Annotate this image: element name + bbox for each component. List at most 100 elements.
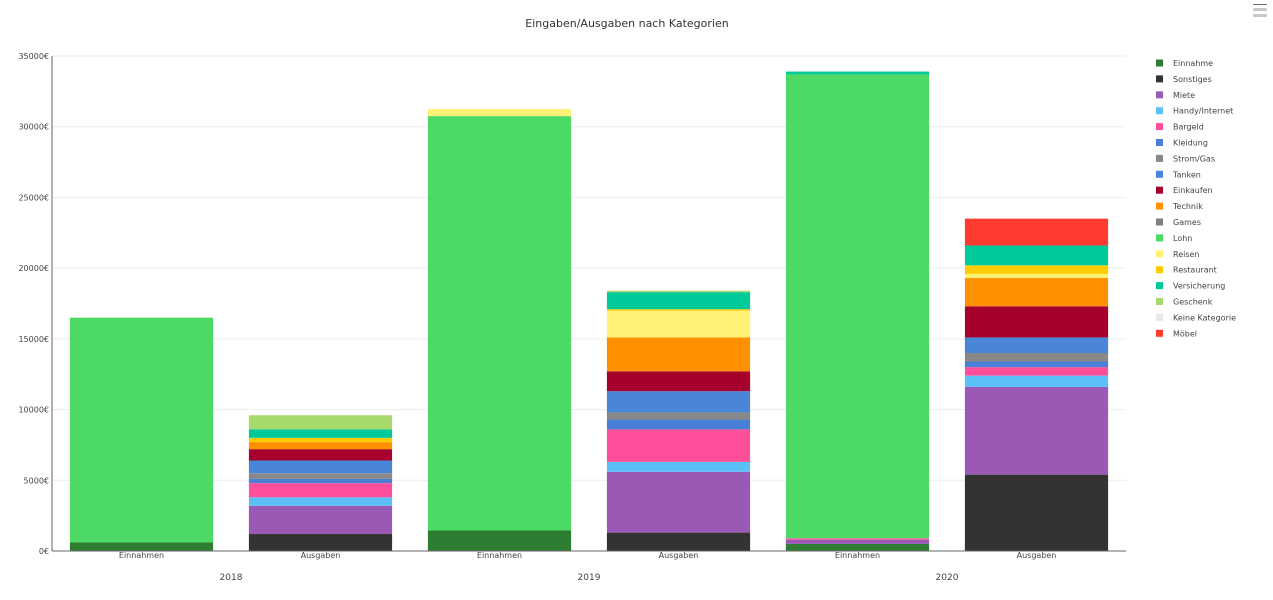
bar-segment[interactable]	[606, 391, 751, 413]
bar-segment[interactable]	[606, 429, 751, 462]
legend-label[interactable]: Handy/Internet	[1173, 107, 1233, 116]
bar-segment[interactable]	[964, 273, 1109, 279]
hamburger-menu-icon[interactable]	[1253, 4, 1267, 20]
bar-segment[interactable]	[606, 309, 751, 311]
bar-segment[interactable]	[69, 542, 214, 551]
legend-swatch[interactable]	[1156, 250, 1163, 258]
legend-swatch[interactable]	[1156, 313, 1163, 321]
bar-segment[interactable]	[248, 442, 393, 450]
legend-swatch[interactable]	[1156, 186, 1163, 194]
bar-segment[interactable]	[785, 71, 930, 75]
y-tick-label: 10000€	[18, 406, 49, 415]
bar-segment[interactable]	[606, 461, 751, 472]
bar-segment[interactable]	[606, 419, 751, 430]
legend-label[interactable]: Technik	[1172, 202, 1203, 211]
x-group-label: 2018	[220, 573, 243, 583]
legend-swatch[interactable]	[1156, 218, 1163, 226]
chart-title: Eingaben/Ausgaben nach Kategorien	[525, 17, 728, 30]
bar-segment[interactable]	[964, 367, 1109, 376]
bar-segment[interactable]	[248, 460, 393, 474]
legend-swatch[interactable]	[1156, 59, 1163, 67]
legend-label[interactable]: Reisen	[1173, 250, 1200, 259]
legend-label[interactable]: Geschenk	[1173, 298, 1213, 307]
axes: 0€ 5000€ 10000€ 15000€ 20000€ 25000€ 30000€ 350…	[18, 52, 1126, 583]
x-category-label: Ausgaben	[659, 551, 699, 560]
bar-segment[interactable]	[785, 538, 930, 540]
bar-segment[interactable]	[248, 534, 393, 551]
legend-swatch[interactable]	[1156, 139, 1163, 146]
y-tick-label: 15000€	[18, 335, 49, 344]
legend-label[interactable]: Restaurant	[1173, 266, 1217, 275]
bar-segment[interactable]	[606, 290, 751, 293]
legend-label[interactable]: Sonstiges	[1173, 75, 1212, 84]
bar-segment[interactable]	[606, 310, 751, 338]
y-tick-label: 25000€	[18, 193, 49, 202]
bar-segment[interactable]	[785, 74, 930, 539]
legend-swatch[interactable]	[1156, 329, 1163, 337]
bar-segment[interactable]	[964, 306, 1109, 338]
bar-segment[interactable]	[248, 478, 393, 484]
legend-swatch[interactable]	[1156, 154, 1163, 162]
bar-segment[interactable]	[248, 505, 393, 535]
bar-segment[interactable]	[964, 278, 1109, 307]
bar-segment[interactable]	[248, 437, 393, 443]
bar-segment[interactable]	[964, 265, 1109, 274]
bar-segment[interactable]	[248, 483, 393, 498]
legend-swatch[interactable]	[1156, 170, 1163, 178]
legend-swatch[interactable]	[1156, 107, 1163, 115]
legend-label[interactable]: Keine Kategorie	[1173, 313, 1236, 322]
bar-segment[interactable]	[248, 473, 393, 479]
legend-label[interactable]: Möbel	[1173, 329, 1197, 338]
bar-segment[interactable]	[964, 353, 1109, 362]
legend-label[interactable]: Versicherung	[1173, 282, 1225, 291]
bar-segment[interactable]	[606, 412, 751, 420]
x-category-label: Ausgaben	[301, 551, 341, 560]
bar-segment[interactable]	[427, 530, 572, 551]
bar-segment[interactable]	[248, 415, 393, 430]
bar-segment[interactable]	[427, 116, 572, 531]
bar-segment[interactable]	[248, 449, 393, 461]
legend-label[interactable]: Einkaufen	[1173, 186, 1213, 195]
legend-swatch[interactable]	[1156, 234, 1163, 242]
legend-label[interactable]: Tanken	[1172, 170, 1201, 179]
legend-swatch[interactable]	[1156, 282, 1163, 290]
grid-lines	[52, 55, 1126, 481]
y-tick-label: 0€	[39, 547, 49, 556]
bar-segment[interactable]	[427, 109, 572, 117]
legend-swatch[interactable]	[1156, 91, 1163, 99]
bar-segment[interactable]	[785, 543, 930, 551]
bar-segment[interactable]	[964, 375, 1109, 387]
bar-segment[interactable]	[785, 539, 930, 544]
bar-segment[interactable]	[606, 337, 751, 372]
legend-swatch[interactable]	[1156, 123, 1163, 131]
legend-label[interactable]: Lohn	[1173, 234, 1192, 243]
bar-segment[interactable]	[69, 317, 214, 543]
bar-segment[interactable]	[964, 361, 1109, 368]
bar-segment[interactable]	[964, 474, 1109, 551]
x-category-label: Ausgaben	[1017, 551, 1057, 560]
bar-segment[interactable]	[248, 497, 393, 506]
bar-segment[interactable]	[606, 292, 751, 310]
legend-swatch[interactable]	[1156, 202, 1163, 210]
bar-segment[interactable]	[964, 386, 1109, 475]
x-category-label: Einnahmen	[119, 551, 164, 560]
bar-segment[interactable]	[964, 337, 1109, 353]
bar-segment[interactable]	[248, 429, 393, 438]
legend-swatch[interactable]	[1156, 298, 1163, 305]
legend-label[interactable]: Einnahme	[1173, 59, 1213, 68]
legend-label[interactable]: Strom/Gas	[1173, 154, 1215, 163]
x-group-label: 2019	[578, 573, 601, 583]
legend-label[interactable]: Games	[1173, 218, 1201, 227]
legend-swatch[interactable]	[1156, 266, 1163, 274]
legend-swatch[interactable]	[1156, 75, 1163, 83]
legend-label[interactable]: Bargeld	[1173, 123, 1204, 132]
bar-segment[interactable]	[606, 532, 751, 551]
legend-label[interactable]: Kleidung	[1173, 139, 1208, 148]
x-category-label: Einnahmen	[835, 551, 880, 560]
bar-segment[interactable]	[606, 471, 751, 533]
bar-segment[interactable]	[964, 218, 1109, 246]
legend-label[interactable]: Miete	[1173, 91, 1195, 100]
bar-segment[interactable]	[606, 371, 751, 392]
bar-segment[interactable]	[964, 245, 1109, 266]
